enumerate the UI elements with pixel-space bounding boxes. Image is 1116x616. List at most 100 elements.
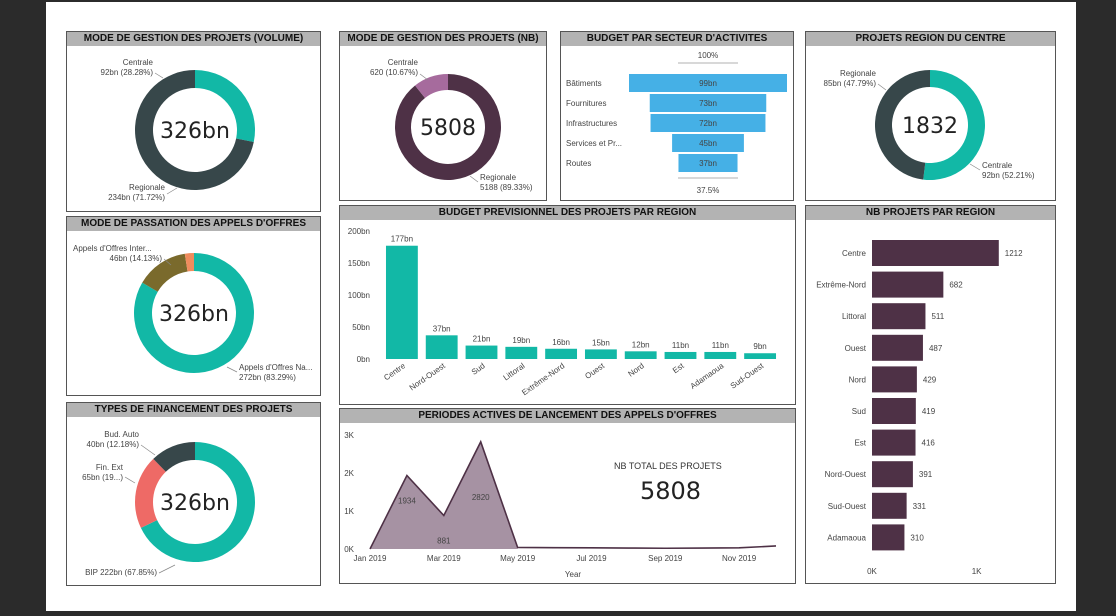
bar [505, 346, 538, 359]
funnel-category-label: Services et Pr... [566, 139, 622, 148]
y-tick-label: 150bn [348, 259, 370, 268]
bar-value-label: 9bn [753, 342, 766, 351]
y-category-label: Ouest [845, 344, 867, 353]
donut-slice-regionale [135, 70, 254, 191]
donut-slice-centrale [923, 70, 986, 180]
panel-title: MODE DE GESTION DES PROJETS (NB) [340, 32, 546, 46]
slice-label-regionale: Regionale [840, 69, 877, 78]
slice-label-regionale: Regionale [129, 183, 166, 192]
donut-slice-appels-na [134, 253, 255, 373]
x-tick-label: 0K [867, 567, 877, 576]
hbar [872, 461, 913, 488]
funnel-category-label: Fournitures [566, 99, 606, 108]
funnel-bar-value: 73bn [699, 99, 717, 108]
leader-line [419, 73, 429, 81]
bar [664, 351, 697, 359]
hbar [872, 240, 999, 266]
leader-line [140, 444, 156, 456]
leader-line [877, 83, 887, 91]
y-tick-label: 3K [344, 431, 354, 440]
y-tick-label: 200bn [348, 227, 370, 236]
hbar-value-label: 310 [910, 533, 924, 542]
y-category-label: Littoral [842, 312, 866, 321]
hbar-value-label: 682 [949, 281, 963, 290]
leader-line [166, 187, 178, 195]
panel-title: TYPES DE FINANCEMENT DES PROJETS [67, 403, 320, 417]
bar [465, 345, 498, 359]
x-tick-label: Sep 2019 [648, 554, 683, 563]
panel-region-centre: PROJETS REGION DU CENTRE 1832 Regionale 85… [805, 31, 1056, 201]
x-tick-label: 1K [972, 567, 982, 576]
y-tick-label: 0bn [357, 355, 370, 364]
area-fill [370, 441, 518, 549]
x-tick-label: Littoral [502, 361, 527, 382]
donut-slice-fin-ext [135, 458, 166, 528]
hbar [872, 303, 926, 330]
y-category-label: Nord-Ouest [825, 470, 867, 479]
panel-periodes: PERIODES ACTIVES DE LANCEMENT DES APPELS… [339, 408, 796, 584]
x-tick-label: Centre [382, 361, 407, 382]
panel-passation: MODE DE PASSATION DES APPELS D'OFFRES 32… [66, 216, 321, 396]
funnel-category-label: Bâtiments [566, 79, 602, 88]
donut-slice-centrale [415, 74, 448, 99]
slice-label-regionale: Regionale [480, 173, 517, 182]
x-tick-label: Sud-Ouest [729, 361, 766, 391]
slice-value-centrale: 92bn (52.21%) [982, 171, 1035, 180]
hbar-value-label: 416 [922, 439, 936, 448]
x-tick-label: Jul 2019 [576, 554, 607, 563]
hbar-value-label: 1212 [1005, 249, 1023, 258]
leader-line [226, 366, 238, 373]
funnel-category-label: Infrastructures [566, 119, 617, 128]
y-tick-label: 1K [344, 507, 354, 516]
slice-value-inter: 46bn (14.13%) [110, 254, 163, 263]
area-value-label: 1934 [398, 497, 416, 506]
funnel-bar-value: 72bn [699, 119, 717, 128]
x-tick-label: Adamaoua [689, 361, 726, 391]
bar-value-label: 11bn [672, 341, 689, 350]
slice-label-na: Appels d'Offres Na... [239, 363, 312, 372]
dashboard-page: MODE DE GESTION DES PROJETS (VOLUME) 326… [46, 2, 1076, 611]
slice-value-na: 272bn (83.29%) [239, 373, 296, 382]
x-tick-label: May 2019 [500, 554, 536, 563]
funnel-bar [649, 94, 767, 112]
panel-gestion-nb: MODE DE GESTION DES PROJETS (NB) 5808 Cen… [339, 31, 547, 201]
bar [584, 349, 617, 359]
bar-value-label: 37bn [433, 324, 451, 333]
panel-gestion-volume: MODE DE GESTION DES PROJETS (VOLUME) 326… [66, 31, 321, 212]
panel-budget-secteur: BUDGET PAR SECTEUR D'ACTIVITES 100% 99bn B… [560, 31, 794, 201]
kpi-label: NB TOTAL DES PROJETS [614, 461, 722, 471]
bar-value-label: 12bn [632, 340, 650, 349]
donut-center-value: 1832 [902, 114, 958, 139]
leader-line [154, 72, 164, 79]
funnel-bar-value: 37bn [699, 159, 717, 168]
area-value-label: 2820 [472, 493, 490, 502]
bar-value-label: 11bn [712, 341, 729, 350]
hbar [872, 398, 916, 424]
kpi-value: 5808 [640, 477, 702, 505]
funnel-bottom-percent: 37.5% [697, 186, 720, 195]
x-tick-label: Nord-Ouest [408, 361, 448, 393]
leader-line [158, 564, 176, 574]
y-category-label: Adamaoua [827, 533, 866, 542]
donut-slice-centrale [195, 70, 255, 143]
panel-title: MODE DE PASSATION DES APPELS D'OFFRES [67, 217, 320, 231]
bar [744, 353, 777, 359]
funnel-bar-value: 45bn [699, 139, 717, 148]
slice-value-centrale: 92bn (28.28%) [101, 68, 154, 77]
hbar [872, 271, 944, 298]
slice-value-fin-ext: 65bn (19...) [82, 473, 123, 482]
funnel-bar [629, 74, 787, 92]
donut-slice-bip [140, 442, 256, 562]
hbar-value-label: 419 [922, 407, 936, 416]
y-tick-label: 2K [344, 469, 354, 478]
panel-financement: TYPES DE FINANCEMENT DES PROJETS 326bn Bu… [66, 402, 321, 586]
bar-value-label: 177bn [391, 235, 413, 244]
slice-label-centrale: Centrale [123, 58, 154, 67]
x-tick-label: Sud [470, 361, 487, 377]
funnel-bar [650, 114, 766, 132]
hbar-value-label: 511 [931, 312, 944, 321]
slice-label-inter: Appels d'Offres Inter... [73, 244, 152, 253]
donut-center-value: 326bn [159, 302, 229, 327]
